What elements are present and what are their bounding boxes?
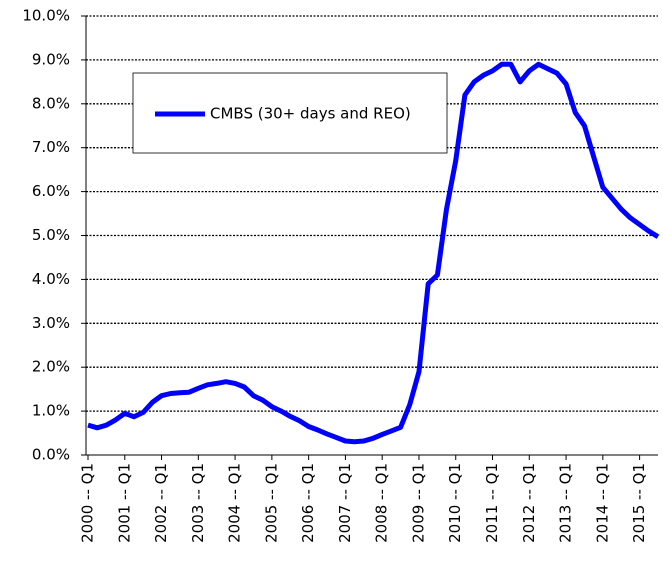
x-tick-label: 2014 -- Q1 (593, 463, 611, 543)
x-tick-label: 2000 -- Q1 (79, 463, 97, 543)
y-tick-label: 3.0% (32, 314, 70, 332)
y-tick-label: 5.0% (32, 226, 70, 244)
x-tick-label: 2011 -- Q1 (483, 463, 501, 543)
y-tick-label: 9.0% (32, 50, 70, 68)
x-tick-label: 2009 -- Q1 (409, 463, 427, 543)
x-tick-label: 2003 -- Q1 (189, 463, 207, 543)
x-tick-label: 2008 -- Q1 (373, 463, 391, 543)
y-tick-label: 2.0% (32, 358, 70, 376)
y-tick-label: 7.0% (32, 138, 70, 156)
x-tick-label: 2002 -- Q1 (152, 463, 170, 543)
y-tick-label: 0.0% (32, 446, 70, 464)
x-tick-label: 2007 -- Q1 (336, 463, 354, 543)
x-tick-label: 2015 -- Q1 (630, 463, 648, 543)
x-tick-label: 2004 -- Q1 (226, 463, 244, 543)
legend-label: CMBS (30+ days and REO) (210, 105, 411, 123)
x-tick-label: 2001 -- Q1 (115, 463, 133, 543)
y-tick-label: 4.0% (32, 270, 70, 288)
y-tick-label: 10.0% (22, 7, 70, 25)
x-tick-label: 2010 -- Q1 (446, 463, 464, 543)
y-tick-label: 6.0% (32, 182, 70, 200)
x-tick-label: 2005 -- Q1 (262, 463, 280, 543)
data-line (87, 61, 660, 445)
y-tick-label: 8.0% (32, 94, 70, 112)
x-tick-label: 2006 -- Q1 (299, 463, 317, 543)
x-tick-label: 2013 -- Q1 (557, 463, 575, 543)
x-tick-label: 2012 -- Q1 (520, 463, 538, 543)
y-tick-label: 1.0% (32, 402, 70, 420)
